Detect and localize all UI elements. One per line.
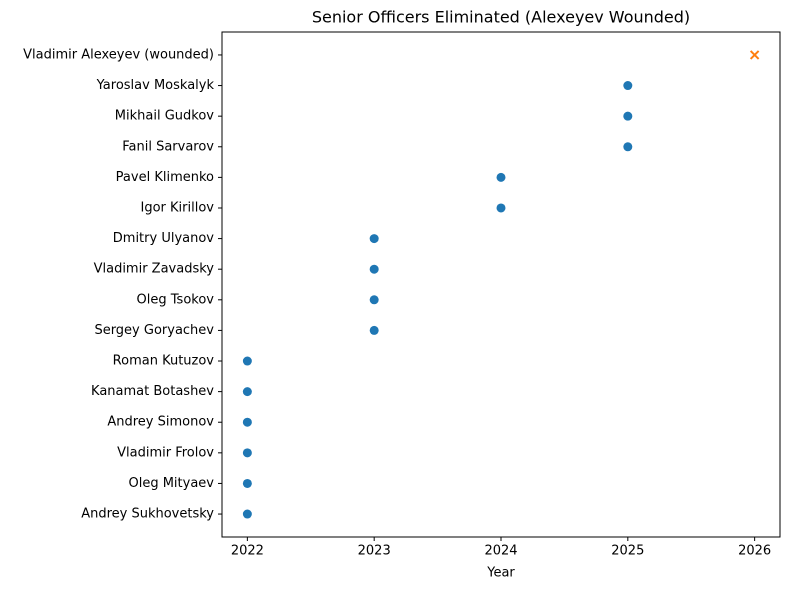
- y-tick-label: Oleg Tsokov: [137, 292, 215, 307]
- point: [496, 172, 506, 182]
- y-tick-label: Fanil Sarvarov: [122, 139, 214, 154]
- x-tick-label: 2024: [484, 544, 517, 559]
- x-axis-label: Year: [486, 566, 515, 581]
- point: [369, 325, 379, 335]
- y-tick-label: Igor Kirillov: [141, 200, 215, 215]
- y-tick-label: Kanamat Botashev: [91, 384, 214, 399]
- point: [242, 417, 252, 427]
- point: [242, 387, 252, 397]
- x-tick-label: 2025: [611, 544, 644, 559]
- x-tick-label: 2022: [231, 544, 264, 559]
- chart-title: Senior Officers Eliminated (Alexeyev Wou…: [312, 8, 690, 27]
- y-tick-label: Yaroslav Moskalyk: [96, 78, 215, 93]
- point: [749, 50, 760, 60]
- point: [369, 295, 379, 305]
- y-tick-label: Roman Kutuzov: [113, 354, 215, 369]
- x-tick-label: 2026: [738, 544, 771, 559]
- y-tick-label: Vladimir Zavadsky: [94, 262, 215, 277]
- plot-frame: [221, 31, 781, 538]
- point: [623, 142, 633, 152]
- y-tick-label: Vladimir Frolov: [117, 445, 214, 460]
- y-tick-label: Andrey Sukhovetsky: [81, 507, 214, 522]
- point: [242, 509, 252, 519]
- point: [242, 448, 252, 458]
- y-tick-label: Sergey Goryachev: [94, 323, 214, 338]
- point: [369, 264, 379, 274]
- point: [623, 81, 633, 91]
- y-tick-label: Dmitry Ulyanov: [113, 231, 215, 246]
- y-tick-label: Vladimir Alexeyev (wounded): [23, 47, 214, 62]
- y-tick-label: Oleg Mityaev: [128, 476, 214, 491]
- point: [242, 356, 252, 366]
- x-tick-label: 2023: [358, 544, 391, 559]
- point: [369, 234, 379, 244]
- point: [496, 203, 506, 213]
- point: [242, 478, 252, 488]
- y-tick-label: Andrey Simonov: [107, 415, 214, 430]
- y-tick-label: Pavel Klimenko: [116, 170, 214, 185]
- point: [623, 111, 633, 121]
- y-tick-label: Mikhail Gudkov: [115, 109, 215, 124]
